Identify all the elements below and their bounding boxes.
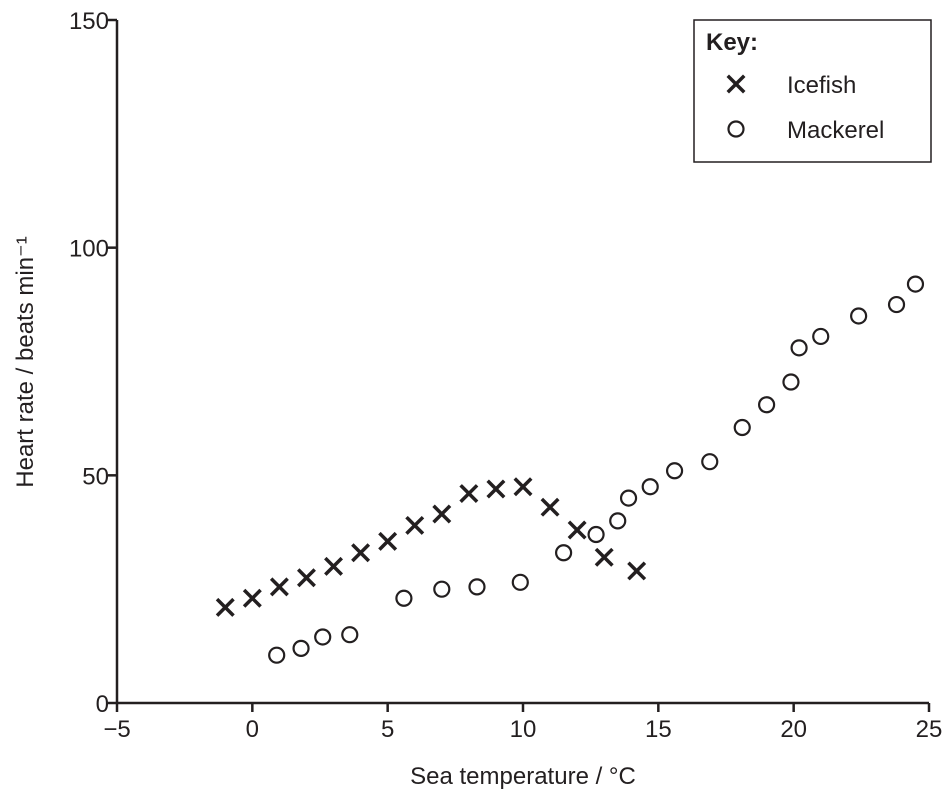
mackerel-point <box>812 327 830 346</box>
icefish-point <box>567 520 587 540</box>
icefish-point <box>378 531 398 551</box>
x-tick-label: 20 <box>780 716 807 743</box>
y-tick-label: 50 <box>82 463 109 490</box>
mackerel-point <box>701 453 719 471</box>
y-tick-label: 0 <box>96 691 109 718</box>
legend: Key: Icefish Mackerel <box>693 19 932 163</box>
legend-label-mackerel: Mackerel <box>787 117 884 144</box>
icefish-point <box>215 597 235 617</box>
legend-box <box>693 19 932 163</box>
mackerel-point <box>268 646 286 664</box>
icefish-point <box>405 515 425 535</box>
mackerel-point <box>665 462 684 480</box>
mackerel-point <box>341 626 359 644</box>
mackerel-point <box>395 589 413 607</box>
mackerel-point <box>887 295 906 314</box>
y-ticks: 0 50 100 150 <box>69 8 117 718</box>
icefish-point <box>486 479 506 499</box>
icefish-point <box>432 504 452 524</box>
x-ticks: −5 0 5 10 15 20 25 <box>103 703 942 743</box>
mackerel-point <box>641 478 659 496</box>
legend-title: Key: <box>706 29 758 56</box>
mackerel-point <box>733 418 751 437</box>
mackerel-point <box>433 580 451 598</box>
x-tick-label: −5 <box>103 716 130 743</box>
mackerel-point <box>619 489 638 507</box>
mackerel-point <box>850 307 868 325</box>
x-tick-label: 25 <box>916 716 943 743</box>
mackerel-point <box>906 275 925 293</box>
icefish-point <box>351 543 371 563</box>
mackerel-point <box>554 544 573 562</box>
x-tick-label: 10 <box>510 716 537 743</box>
icefish-point <box>296 568 316 588</box>
mackerel-point <box>782 373 800 391</box>
icefish-point <box>627 561 647 581</box>
mackerel-point <box>790 339 808 357</box>
y-axis-title: Heart rate / beats min⁻¹ <box>12 236 39 487</box>
legend-circle-marker-icon <box>727 120 745 138</box>
icefish-point <box>540 497 560 517</box>
icefish-point <box>513 477 533 497</box>
icefish-point <box>324 556 344 576</box>
x-tick-label: 0 <box>246 716 259 743</box>
legend-entry-icefish: Icefish <box>726 72 856 99</box>
mackerel-point <box>468 578 486 596</box>
icefish-point <box>594 547 614 567</box>
icefish-point <box>242 588 262 608</box>
mackerel-point <box>511 573 529 591</box>
icefish-point <box>459 484 479 504</box>
y-tick-label: 100 <box>69 236 109 263</box>
mackerel-point <box>314 628 332 646</box>
plot-marks <box>215 275 925 664</box>
icefish-point <box>269 577 289 597</box>
mackerel-point <box>292 639 310 657</box>
legend-label-icefish: Icefish <box>787 72 856 99</box>
x-axis-title: Sea temperature / °C <box>410 763 636 790</box>
mackerel-point <box>609 512 627 530</box>
series-mackerel <box>268 275 925 664</box>
y-tick-label: 150 <box>69 8 109 35</box>
x-tick-label: 5 <box>381 716 394 743</box>
mackerel-point <box>587 525 605 544</box>
x-tick-label: 15 <box>645 716 672 743</box>
series-icefish <box>215 477 647 617</box>
legend-entry-mackerel: Mackerel <box>727 117 884 144</box>
legend-x-marker-icon <box>726 74 746 94</box>
mackerel-point <box>757 396 776 414</box>
